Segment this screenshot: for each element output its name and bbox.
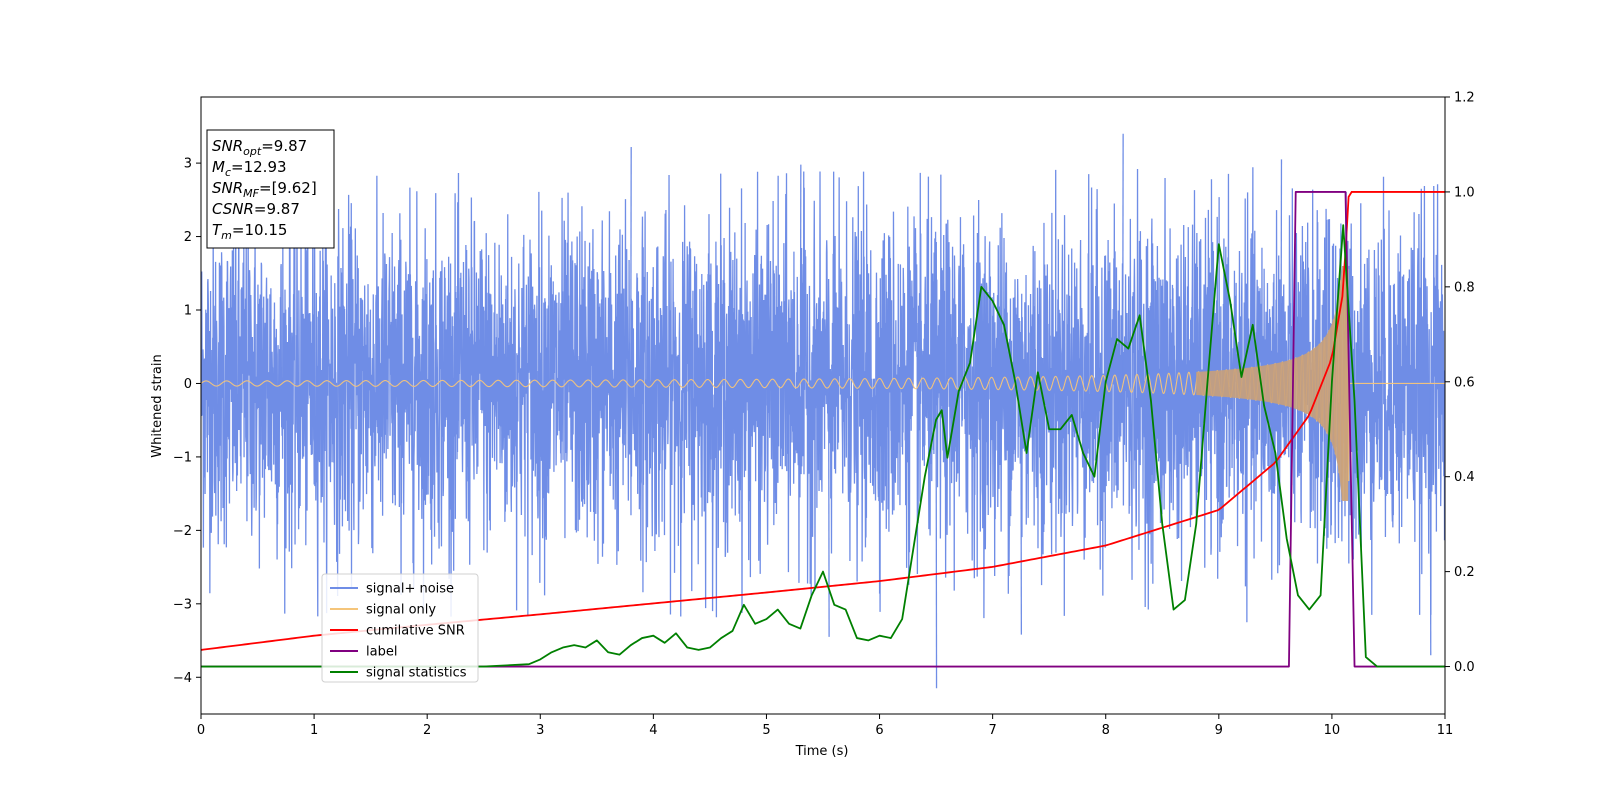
x-tick-label: 10 [1324,723,1341,738]
y-left-tick-label: −2 [173,524,192,539]
plot-frame [200,96,1446,715]
y-left-tick-label: 0 [184,377,192,392]
info-box-frame [206,129,335,249]
series-layer [201,133,1445,689]
legend-entry: signal statistics [366,666,467,681]
y-axis-right: 0.0 0.2 0.4 0.6 0.8 1.0 1.2 [1445,91,1475,675]
series-signal-statistics [201,224,1445,668]
snr-info-box: SNRopt=9.87Mc=12.93SNRMF=[9.62]CSNR=9.87… [206,129,335,249]
info-line: CSNR=9.87 [212,200,300,218]
x-tick-label: 9 [1215,723,1223,738]
info-line: SNRopt=9.87 [212,137,307,158]
x-tick-label: 3 [536,723,544,738]
series-label [201,191,1445,668]
y-right-tick-label: 0.2 [1454,565,1475,580]
x-tick-label: 11 [1437,723,1454,738]
x-tick-label: 5 [762,723,770,738]
y-right-tick-label: 0.4 [1454,470,1475,485]
y-left-tick-label: −4 [173,671,192,686]
y-left-tick-label: 3 [184,157,192,172]
x-tick-label: 0 [197,723,205,738]
y-right-tick-label: 1.0 [1454,185,1475,200]
x-tick-label: 4 [649,723,657,738]
info-line: SNRMF=[9.62] [212,179,317,200]
legend: signal+ noise signal only cumilative SNR la… [321,573,479,683]
y-right-tick-label: 0.8 [1454,280,1475,295]
legend-entry: label [366,645,397,660]
x-tick-label: 1 [310,723,318,738]
signal-only-envelope [1196,265,1349,501]
x-tick-label: 6 [875,723,883,738]
x-tick-label: 7 [988,723,996,738]
y-left-tick-label: −1 [173,450,192,465]
y-right-tick-label: 1.2 [1454,91,1475,106]
x-tick-label: 2 [423,723,431,738]
y-left-tick-label: −3 [173,597,192,612]
legend-entry: signal+ noise [366,582,454,597]
info-line: Tm=10.15 [212,221,287,242]
legend-frame [321,573,479,683]
x-axis-label: Time (s) [795,744,849,759]
info-line: Mc=12.93 [212,158,287,179]
legend-entry: signal only [366,603,436,618]
y-left-tick-label: 1 [184,304,192,319]
y-right-tick-label: 0.6 [1454,375,1475,390]
y-left-tick-label: 2 [184,230,192,245]
legend-entry: cumilative SNR [366,624,465,639]
series-signal-noise [201,167,1445,623]
y-right-tick-label: 0.0 [1454,660,1475,675]
y-axis-left: −4 −3 −2 −1 0 1 2 3 [173,157,201,686]
x-tick-label: 8 [1102,723,1110,738]
x-axis: 0 1 2 3 4 5 6 7 8 9 10 11 [197,714,1453,738]
y-axis-label: Whitened strain [150,354,165,457]
